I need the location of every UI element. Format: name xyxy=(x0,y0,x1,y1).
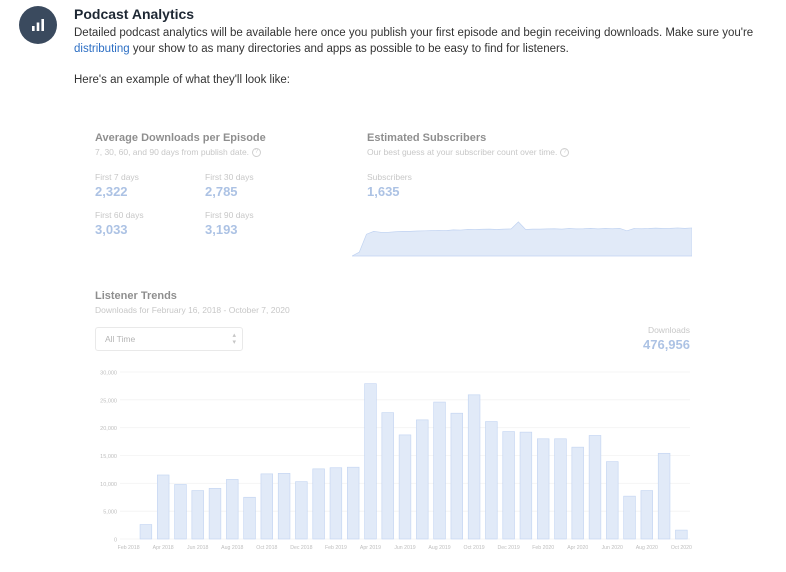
bar xyxy=(640,490,653,540)
x-tick-label: Jun 2018 xyxy=(187,545,208,551)
bar xyxy=(295,481,308,540)
y-tick-label: 25,000 xyxy=(100,398,117,404)
x-tick-label: Aug 2018 xyxy=(221,545,243,551)
help-icon: ? xyxy=(560,148,570,158)
avg-downloads-title: Average Downloads per Episode xyxy=(95,132,266,144)
subscribers-subtitle-text: Our best guess at your subscriber count … xyxy=(367,147,558,157)
bar xyxy=(243,496,256,540)
bar xyxy=(502,431,515,540)
bar xyxy=(606,461,619,540)
x-tick-label: Aug 2019 xyxy=(428,545,450,551)
bar xyxy=(381,412,394,540)
analytics-app-icon xyxy=(19,6,57,44)
y-tick-label: 5,000 xyxy=(103,510,117,516)
example-intro: Here's an example of what they'll look l… xyxy=(74,74,290,86)
x-tick-label: Apr 2019 xyxy=(360,545,381,551)
x-tick-label: Oct 2020 xyxy=(671,545,692,551)
x-tick-label: Oct 2018 xyxy=(256,545,277,551)
stat-label-7: First 7 days xyxy=(95,172,139,182)
bar xyxy=(554,438,567,540)
bar xyxy=(329,467,343,540)
bar xyxy=(675,529,688,540)
y-tick-label: 30,000 xyxy=(100,371,117,377)
stat-label-60: First 60 days xyxy=(95,210,144,220)
subscribers-value: 1,635 xyxy=(367,184,400,199)
subscribers-title: Estimated Subscribers xyxy=(367,132,487,144)
bar xyxy=(226,479,239,540)
bar xyxy=(157,474,170,540)
description-text: Detailed podcast analytics will be avail… xyxy=(74,25,764,57)
x-tick-label: Feb 2019 xyxy=(325,545,347,551)
listener-trends-subtitle: Downloads for February 16, 2018 - Octobe… xyxy=(95,305,290,315)
help-icon: ? xyxy=(252,148,262,158)
x-tick-label: Jun 2019 xyxy=(394,545,415,551)
y-tick-label: 20,000 xyxy=(100,426,117,432)
x-tick-label: Feb 2020 xyxy=(532,545,554,551)
bar xyxy=(364,383,377,540)
stat-label-30: First 30 days xyxy=(205,172,254,182)
bar xyxy=(537,438,550,540)
listener-trends-bar-chart: 0 5,000 10,000 15,000 20,000 25,000 30,000 Feb … xyxy=(100,371,692,552)
subscribers-label: Subscribers xyxy=(367,172,412,182)
distributing-link[interactable]: distributing xyxy=(74,43,130,55)
avg-downloads-subtitle-text: 7, 30, 60, and 90 days from publish date… xyxy=(95,147,250,157)
bar xyxy=(347,466,360,540)
subscribers-subtitle: Our best guess at your subscriber count … xyxy=(367,147,570,158)
bar xyxy=(191,490,204,540)
page-title: Podcast Analytics xyxy=(74,6,195,22)
bar xyxy=(433,401,446,540)
bar xyxy=(467,394,481,540)
listener-trends-title: Listener Trends xyxy=(95,290,177,302)
bar xyxy=(623,495,636,540)
bar xyxy=(657,452,671,540)
x-tick-label: Jun 2020 xyxy=(602,545,623,551)
stat-value-7: 2,322 xyxy=(95,184,128,199)
stat-value-30: 2,785 xyxy=(205,184,238,199)
y-tick-label: 15,000 xyxy=(100,454,117,460)
subscribers-area-chart xyxy=(352,221,692,257)
x-tick-label: Aug 2020 xyxy=(636,545,658,551)
desc-text-start: Detailed podcast analytics will be avail… xyxy=(74,27,754,39)
bar xyxy=(416,419,429,540)
bar xyxy=(208,488,222,540)
bar xyxy=(588,435,602,540)
bar xyxy=(139,524,153,540)
downloads-total: 476,956 xyxy=(643,337,690,352)
updown-chevron-icon: ▴ ▾ xyxy=(232,332,236,346)
subscribers-area xyxy=(352,221,692,257)
y-tick-label: 10,000 xyxy=(100,482,117,488)
time-range-select[interactable]: All Time ▴ ▾ xyxy=(95,327,243,351)
x-tick-label: Dec 2019 xyxy=(498,545,520,551)
bar xyxy=(312,468,325,540)
x-tick-label: Oct 2019 xyxy=(464,545,485,551)
bar xyxy=(260,473,273,540)
bar-chart-icon xyxy=(32,19,44,31)
avg-downloads-subtitle: 7, 30, 60, and 90 days from publish date… xyxy=(95,147,262,158)
y-tick-label: 0 xyxy=(114,538,117,544)
bar xyxy=(485,421,498,540)
time-range-value: All Time xyxy=(105,334,136,344)
downloads-label: Downloads xyxy=(647,325,690,335)
bar xyxy=(174,484,187,540)
bar xyxy=(571,446,584,540)
stat-value-90: 3,193 xyxy=(205,222,238,237)
stat-value-60: 3,033 xyxy=(95,222,128,237)
x-tick-label: Apr 2020 xyxy=(567,545,588,551)
bar xyxy=(450,412,463,540)
bar xyxy=(277,473,291,540)
stat-label-90: First 90 days xyxy=(205,210,254,220)
desc-text-end: your show to as many directories and app… xyxy=(129,43,569,55)
x-tick-label: Apr 2018 xyxy=(153,545,174,551)
bar xyxy=(398,434,412,540)
bar xyxy=(519,431,533,540)
x-tick-label: Feb 2018 xyxy=(118,545,140,551)
x-tick-label: Dec 2018 xyxy=(290,545,312,551)
